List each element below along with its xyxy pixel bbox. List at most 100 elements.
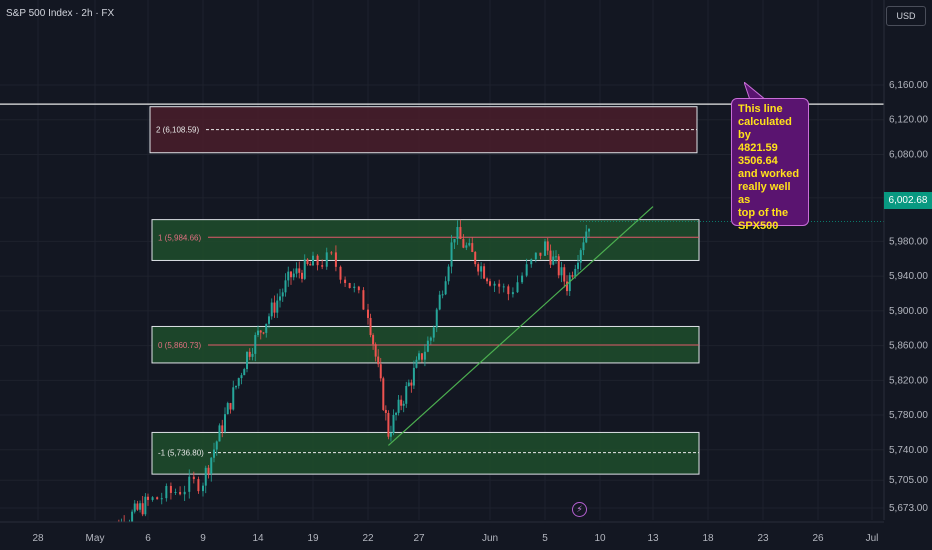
candle	[287, 266, 290, 287]
candle-body	[447, 266, 450, 282]
candle-body	[372, 335, 375, 345]
candle	[284, 273, 287, 297]
candle	[435, 307, 438, 333]
candle-body	[384, 409, 387, 413]
candle-body	[477, 264, 480, 272]
candle-body	[197, 479, 200, 492]
candle	[530, 258, 533, 268]
candle-body	[348, 283, 351, 289]
candle-body	[579, 250, 582, 263]
candle-body	[254, 335, 257, 354]
candle-body	[405, 385, 408, 404]
candle-body	[136, 503, 139, 510]
candle-body	[290, 271, 292, 278]
candle	[555, 250, 557, 264]
candle	[415, 356, 418, 369]
candle	[235, 385, 237, 390]
candle	[410, 379, 413, 393]
candle	[374, 342, 377, 362]
currency-button[interactable]: USD	[886, 6, 926, 26]
candle-body	[577, 262, 579, 269]
candle-body	[306, 259, 309, 265]
time-tick-label: 18	[702, 533, 714, 544]
candle	[218, 423, 221, 442]
candle	[276, 293, 279, 318]
time-tick-label: 26	[812, 533, 824, 544]
candle-body	[389, 432, 392, 437]
candle-body	[229, 403, 232, 410]
candle	[348, 282, 351, 289]
fib-label-0: 2 (6,108.59)	[156, 126, 199, 135]
candle	[474, 251, 477, 267]
time-tick-label: Jun	[482, 533, 498, 544]
candle-body	[410, 382, 413, 386]
price-tick-label: 5,780.00	[889, 410, 928, 421]
candle	[290, 271, 292, 285]
candle	[379, 357, 382, 382]
candle-body	[298, 268, 301, 273]
candle	[447, 264, 450, 285]
candle-body	[232, 387, 235, 410]
candle-body	[246, 351, 248, 370]
candle-body	[438, 294, 441, 310]
candle	[407, 379, 410, 387]
candle-body	[133, 503, 136, 512]
candle	[423, 344, 426, 367]
time-tick-label: 5	[542, 533, 548, 544]
candle-body	[240, 375, 243, 379]
ticker-title[interactable]: S&P 500 Index · 2h · FX	[6, 8, 115, 19]
candle-body	[273, 302, 276, 313]
candle-body	[160, 498, 163, 500]
candle	[251, 347, 254, 361]
candle-body	[309, 264, 312, 266]
fib-label-3: -1 (5,736.80)	[158, 449, 204, 458]
candle-body	[295, 268, 298, 274]
candle-body	[486, 278, 489, 282]
candle	[453, 238, 456, 250]
candle	[465, 242, 468, 251]
candle	[268, 313, 270, 329]
annotation-callout[interactable]: This line calculated by 4821.59 3506.64 …	[731, 98, 809, 232]
candle	[183, 485, 186, 501]
candle-body	[507, 286, 510, 295]
candle	[544, 238, 546, 257]
candle-body	[287, 271, 290, 281]
candle-body	[362, 290, 365, 310]
candle-body	[202, 485, 204, 492]
trendline	[387, 206, 654, 446]
candle	[295, 262, 298, 278]
candle-body	[179, 492, 182, 495]
candle-body	[450, 242, 453, 267]
time-tick-label: May	[86, 533, 105, 544]
candle	[262, 331, 265, 335]
candle	[389, 425, 392, 442]
candle-body	[131, 511, 134, 524]
candle	[546, 237, 549, 255]
candle	[144, 493, 147, 517]
candle	[486, 277, 489, 284]
candle-body	[549, 250, 552, 265]
lightning-icon[interactable]: ⚡	[572, 502, 587, 517]
candle	[306, 258, 309, 266]
candle-body	[493, 283, 496, 286]
candle	[312, 251, 314, 266]
time-tick-label: 27	[413, 533, 425, 544]
candle-body	[462, 238, 465, 248]
candle	[240, 372, 243, 385]
candle-body	[402, 403, 405, 406]
candle-body	[498, 283, 501, 287]
candle-body	[292, 273, 295, 278]
candle	[402, 400, 405, 413]
candle-body	[426, 340, 429, 352]
candle	[563, 264, 566, 288]
candle	[382, 376, 385, 411]
candle	[585, 224, 588, 244]
candle	[377, 349, 380, 368]
candle	[534, 252, 537, 263]
candle	[549, 244, 552, 269]
candle-body	[453, 239, 456, 243]
candle-body	[330, 252, 333, 254]
candle-body	[325, 252, 328, 267]
candle	[489, 278, 491, 287]
